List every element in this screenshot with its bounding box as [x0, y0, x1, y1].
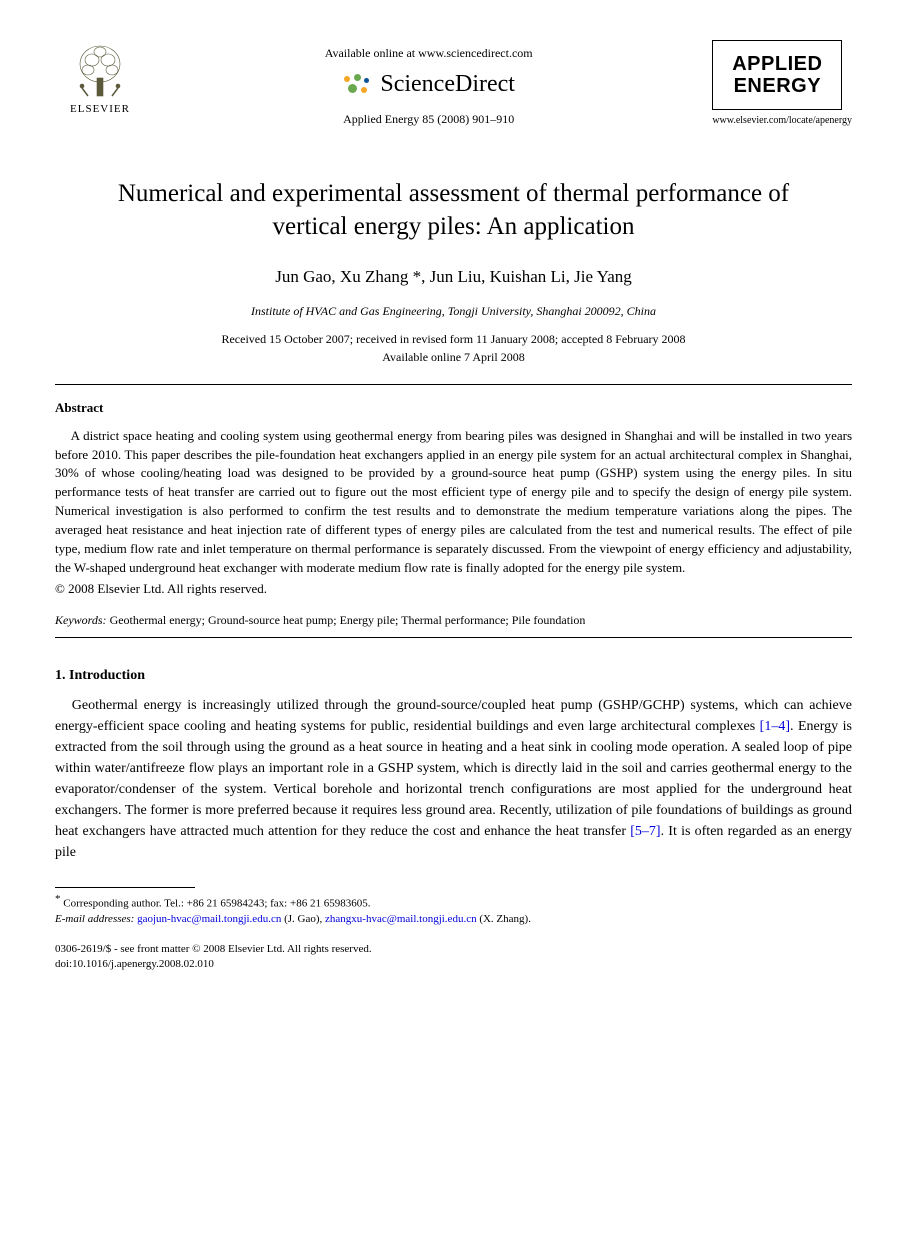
- journal-reference: Applied Energy 85 (2008) 901–910: [145, 111, 712, 128]
- dates-available: Available online 7 April 2008: [382, 350, 524, 364]
- elsevier-logo-block: ELSEVIER: [55, 40, 145, 117]
- intro-paragraph: Geothermal energy is increasingly utiliz…: [55, 695, 852, 863]
- available-online-text: Available online at www.sciencedirect.co…: [145, 45, 712, 62]
- corr-label: Corresponding author. Tel.: +86 21 65984…: [63, 898, 370, 910]
- corresponding-author-line: * Corresponding author. Tel.: +86 21 659…: [55, 892, 852, 912]
- journal-box-container: APPLIED ENERGY www.elsevier.com/locate/a…: [712, 40, 852, 158]
- email2-name: (X. Zhang).: [477, 913, 531, 925]
- email-link-1[interactable]: gaojun-hvac@mail.tongji.edu.cn: [137, 913, 281, 925]
- keywords-list: Geothermal energy; Ground-source heat pu…: [110, 613, 586, 627]
- center-header: Available online at www.sciencedirect.co…: [145, 40, 712, 128]
- keywords-line: Keywords: Geothermal energy; Ground-sour…: [55, 612, 852, 629]
- sciencedirect-row: ScienceDirect: [145, 68, 712, 102]
- sciencedirect-dots-icon: [342, 74, 372, 96]
- elsevier-label: ELSEVIER: [70, 102, 130, 117]
- keywords-label: Keywords:: [55, 613, 107, 627]
- doi-line: doi:10.1016/j.apenergy.2008.02.010: [55, 957, 852, 972]
- ref-link-1[interactable]: [1–4]: [760, 719, 790, 734]
- journal-box-line2: ENERGY: [721, 75, 833, 97]
- journal-url: www.elsevier.com/locate/apenergy: [712, 114, 852, 128]
- abstract-copyright: © 2008 Elsevier Ltd. All rights reserved…: [55, 580, 852, 598]
- abstract-body: A district space heating and cooling sys…: [55, 427, 852, 578]
- dates-received: Received 15 October 2007; received in re…: [221, 332, 685, 346]
- elsevier-tree-icon: [70, 40, 130, 100]
- abstract-paragraph: A district space heating and cooling sys…: [55, 427, 852, 578]
- intro-part1: Geothermal energy is increasingly utiliz…: [55, 698, 852, 734]
- abstract-heading: Abstract: [55, 399, 852, 417]
- article-dates: Received 15 October 2007; received in re…: [55, 330, 852, 366]
- footnotes: * Corresponding author. Tel.: +86 21 659…: [55, 892, 852, 927]
- authors-line: Jun Gao, Xu Zhang *, Jun Liu, Kuishan Li…: [55, 265, 852, 289]
- journal-box: APPLIED ENERGY: [712, 40, 842, 110]
- email1-name: (J. Gao),: [281, 913, 325, 925]
- email-link-2[interactable]: zhangxu-hvac@mail.tongji.edu.cn: [325, 913, 477, 925]
- rule-top: [55, 384, 852, 385]
- intro-heading: 1. Introduction: [55, 666, 852, 686]
- front-matter-line: 0306-2619/$ - see front matter © 2008 El…: [55, 942, 852, 957]
- journal-box-line1: APPLIED: [721, 53, 833, 75]
- header-row: ELSEVIER Available online at www.science…: [55, 40, 852, 158]
- corr-star-icon: *: [55, 893, 61, 905]
- footnote-rule: [55, 887, 195, 888]
- intro-part2: . Energy is extracted from the soil thro…: [55, 719, 852, 839]
- bottom-info: 0306-2619/$ - see front matter © 2008 El…: [55, 942, 852, 973]
- email-line: E-mail addresses: gaojun-hvac@mail.tongj…: [55, 912, 852, 927]
- sciencedirect-text: ScienceDirect: [380, 68, 515, 102]
- email-label: E-mail addresses:: [55, 913, 134, 925]
- article-title: Numerical and experimental assessment of…: [115, 178, 792, 243]
- affiliation: Institute of HVAC and Gas Engineering, T…: [55, 303, 852, 320]
- ref-link-2[interactable]: [5–7]: [630, 824, 660, 839]
- rule-bottom: [55, 637, 852, 638]
